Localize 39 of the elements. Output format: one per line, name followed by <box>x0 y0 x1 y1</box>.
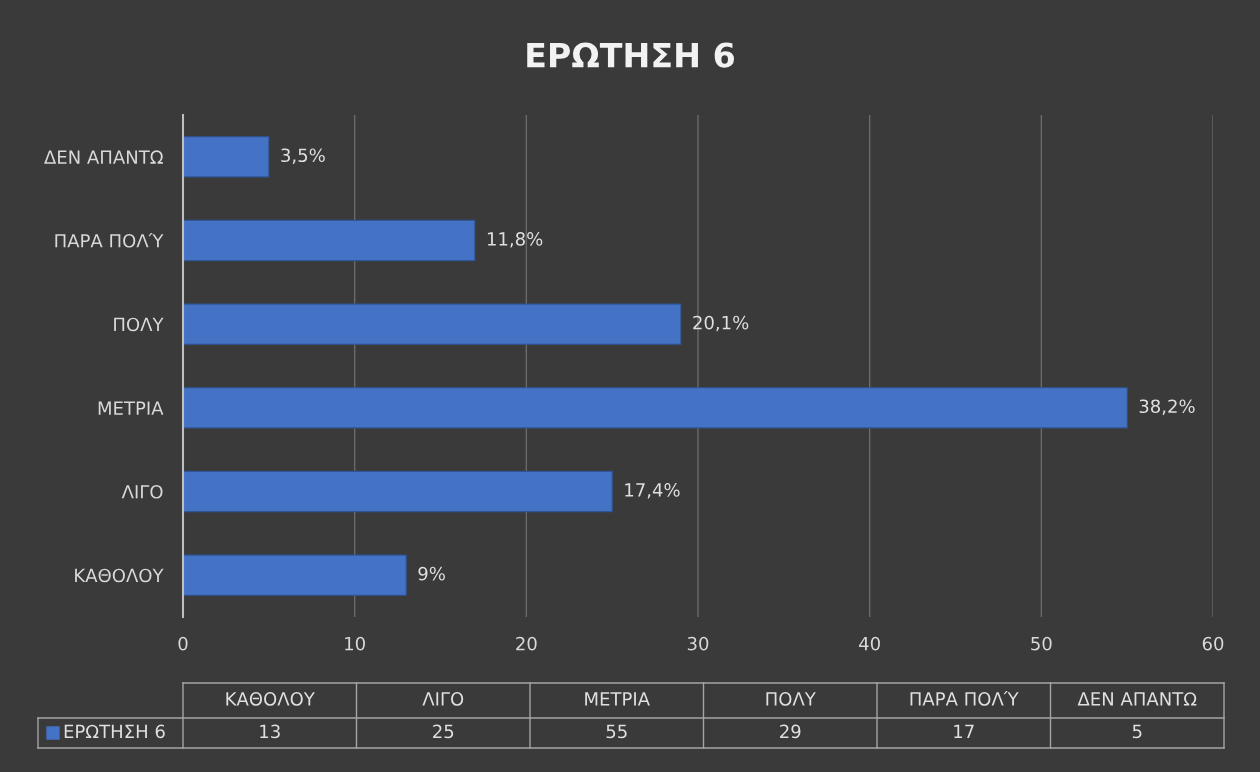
bar <box>183 303 682 345</box>
y-tick-label: ΚΑΘΟΛΟΥ <box>75 568 164 583</box>
annotation: 17,4% <box>625 483 680 499</box>
y-tick-label: ΛΙΓΟ <box>121 484 163 499</box>
x-tick-label: 60 <box>1202 636 1224 651</box>
x-tick-label: 20 <box>516 636 537 651</box>
category-label: ΛΙΓΟ <box>422 692 464 706</box>
annotation: 11,8% <box>487 232 543 248</box>
annotation: 20,1% <box>693 315 749 332</box>
y-tick-label: ΔΕΝ ΑΠΑΝΤΩ <box>44 150 163 164</box>
bar <box>183 136 270 178</box>
y-tick-label: ΠΑΡΑ ΠΟΛΎ <box>55 232 164 248</box>
x-tick-label: 10 <box>345 636 365 651</box>
bar <box>183 219 476 262</box>
bar <box>183 470 613 513</box>
x-tick-label: 0 <box>178 636 188 651</box>
category-label: ΠΑΡΑ ΠΟΛΎ <box>910 691 1019 706</box>
data-label: 25 <box>433 724 454 739</box>
annotation: 3,5% <box>281 148 325 164</box>
category-label: ΜΕΤΡΙΑ <box>585 692 650 706</box>
annotation: 38,2% <box>1139 399 1195 415</box>
y-tick-label: ΠΟΛΥ <box>114 317 164 332</box>
category-label: ΚΑΘΟΛΟΥ <box>226 692 315 706</box>
data-label: 29 <box>780 724 801 739</box>
legend-label: ΕΡΩΤΗΣΗ 6 <box>64 724 165 739</box>
category-label: ΠΟΛΥ <box>766 692 816 706</box>
annotation: 9% <box>418 566 445 581</box>
data-label: 55 <box>606 724 627 739</box>
data-label: 13 <box>260 724 280 739</box>
y-tick-label: ΜΕΤΡΙΑ <box>98 401 164 415</box>
x-tick-label: 40 <box>859 636 880 651</box>
category-label: ΔΕΝ ΑΠΑΝΤΩ <box>1077 692 1197 706</box>
bar <box>183 554 407 596</box>
x-tick-label: 50 <box>1031 636 1052 651</box>
bar <box>183 387 1128 429</box>
chart-title: ΕΡΩΤΗΣΗ 6 <box>527 42 735 68</box>
x-tick-label: 30 <box>687 636 709 651</box>
data-label: 17 <box>954 724 974 738</box>
data-label: 5 <box>1132 724 1142 739</box>
